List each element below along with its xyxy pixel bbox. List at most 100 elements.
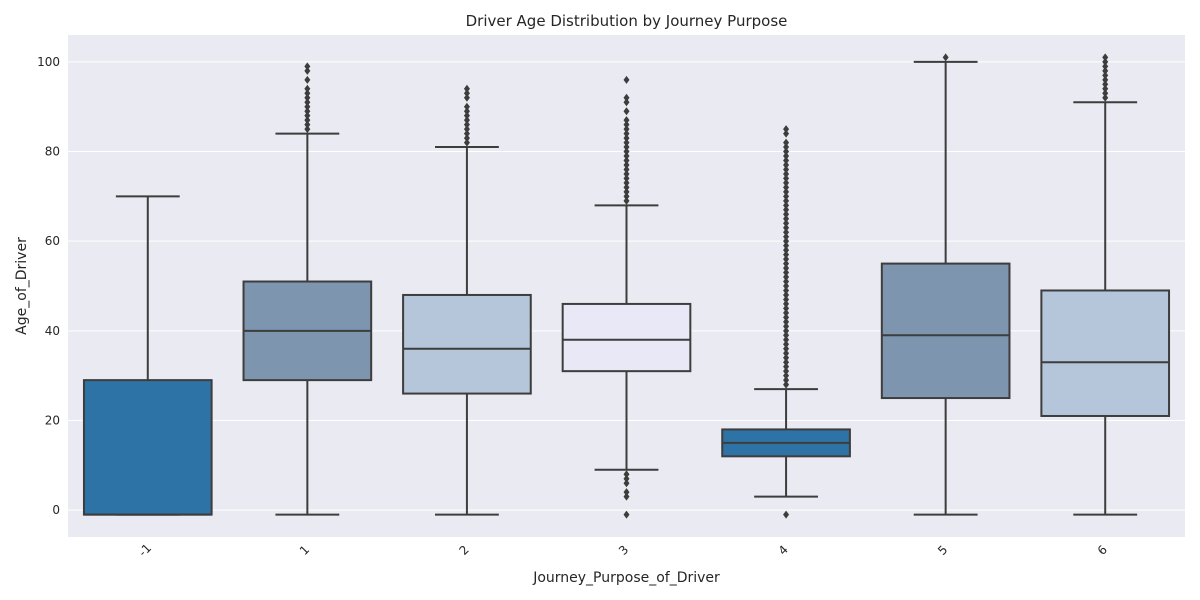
outlier-point bbox=[783, 313, 790, 322]
box--1 bbox=[82, 195, 213, 516]
outlier-point bbox=[304, 98, 311, 107]
outlier-point bbox=[783, 241, 790, 250]
outlier-point bbox=[783, 304, 790, 313]
box-1 bbox=[242, 62, 373, 516]
outlier-point bbox=[783, 201, 790, 210]
outlier-point bbox=[463, 84, 470, 93]
outlier-point bbox=[623, 479, 630, 488]
outlier-point bbox=[623, 470, 630, 479]
outlier-point bbox=[463, 102, 470, 111]
outlier-point bbox=[623, 178, 630, 187]
box-4 bbox=[721, 125, 851, 519]
outlier-point bbox=[783, 178, 790, 187]
chart-title: Driver Age Distribution by Journey Purpo… bbox=[466, 12, 788, 30]
outlier-point bbox=[463, 125, 470, 134]
outlier-point bbox=[304, 111, 311, 120]
outlier-point bbox=[463, 129, 470, 138]
outlier-point bbox=[623, 152, 630, 161]
y-tick-label: 0 bbox=[52, 503, 60, 517]
outlier-point bbox=[783, 183, 790, 192]
outlier-point bbox=[623, 169, 630, 178]
x-tick-label: -1 bbox=[136, 541, 154, 559]
outlier-point bbox=[304, 62, 311, 71]
outlier-point bbox=[623, 107, 630, 116]
outlier-point bbox=[304, 107, 311, 116]
outlier-point bbox=[783, 308, 790, 317]
outlier-point bbox=[783, 295, 790, 304]
outlier-point bbox=[623, 160, 630, 169]
box-3 bbox=[561, 75, 692, 519]
outlier-point bbox=[783, 340, 790, 349]
outlier-point bbox=[304, 89, 311, 98]
outlier-point bbox=[783, 187, 790, 196]
outlier-point bbox=[463, 107, 470, 116]
outlier-point bbox=[783, 317, 790, 326]
outlier-point bbox=[783, 326, 790, 335]
outlier-point bbox=[783, 246, 790, 255]
outlier-point bbox=[783, 165, 790, 174]
outlier-point bbox=[783, 138, 790, 147]
outlier-point bbox=[304, 125, 311, 134]
outlier-point bbox=[304, 84, 311, 93]
outlier-point bbox=[463, 134, 470, 143]
outlier-point bbox=[783, 331, 790, 340]
outlier-point bbox=[623, 75, 630, 84]
outlier-point bbox=[783, 277, 790, 286]
x-tick-label: 3 bbox=[616, 543, 631, 558]
outlier-point bbox=[1102, 71, 1109, 80]
outlier-point bbox=[783, 268, 790, 277]
outlier-point bbox=[1102, 93, 1109, 102]
outlier-point bbox=[1102, 57, 1109, 66]
outlier-point bbox=[783, 205, 790, 214]
y-tick-label: 60 bbox=[45, 234, 60, 248]
y-tick-label: 20 bbox=[45, 413, 60, 427]
outlier-point bbox=[623, 174, 630, 183]
outlier-point bbox=[783, 210, 790, 219]
outlier-point bbox=[623, 93, 630, 102]
y-tick-label: 80 bbox=[45, 145, 60, 159]
outlier-point bbox=[1102, 89, 1109, 98]
outlier-point bbox=[623, 492, 630, 501]
outlier-point bbox=[783, 223, 790, 232]
outlier-point bbox=[783, 147, 790, 156]
outlier-point bbox=[942, 53, 949, 62]
box-iqr bbox=[402, 293, 532, 395]
outlier-point bbox=[783, 250, 790, 259]
outlier-point bbox=[783, 156, 790, 165]
outlier-point bbox=[623, 125, 630, 134]
outlier-point bbox=[783, 286, 790, 295]
y-axis-label: Age_of_Driver bbox=[14, 237, 30, 335]
box-iqr bbox=[1040, 289, 1171, 417]
x-tick-label: 4 bbox=[776, 543, 791, 558]
outlier-point bbox=[623, 192, 630, 201]
outlier-point bbox=[783, 273, 790, 282]
outlier-point bbox=[783, 169, 790, 178]
outlier-point bbox=[463, 111, 470, 120]
outlier-point bbox=[623, 143, 630, 152]
outlier-point bbox=[1102, 62, 1109, 71]
outlier-point bbox=[463, 138, 470, 147]
outlier-point bbox=[463, 89, 470, 98]
box-2 bbox=[402, 84, 532, 516]
outlier-point bbox=[783, 335, 790, 344]
outlier-point bbox=[1102, 53, 1109, 62]
outlier-point bbox=[304, 66, 311, 75]
outlier-point bbox=[463, 120, 470, 129]
x-tick-label: 5 bbox=[935, 543, 950, 558]
outlier-point bbox=[623, 138, 630, 147]
outlier-point bbox=[783, 299, 790, 308]
outlier-point bbox=[783, 353, 790, 362]
outlier-point bbox=[783, 125, 790, 134]
outlier-point bbox=[783, 376, 790, 385]
outlier-point bbox=[783, 152, 790, 161]
outlier-point bbox=[783, 259, 790, 268]
x-ticks: -1 1 2 3 4 5 6 bbox=[136, 541, 1110, 559]
outlier-point bbox=[783, 367, 790, 376]
outlier-point bbox=[1102, 66, 1109, 75]
outlier-point bbox=[623, 510, 630, 519]
outlier-point bbox=[783, 196, 790, 205]
box-5 bbox=[880, 53, 1011, 516]
outlier-point bbox=[623, 98, 630, 107]
outlier-point bbox=[463, 93, 470, 102]
outlier-point bbox=[623, 134, 630, 143]
